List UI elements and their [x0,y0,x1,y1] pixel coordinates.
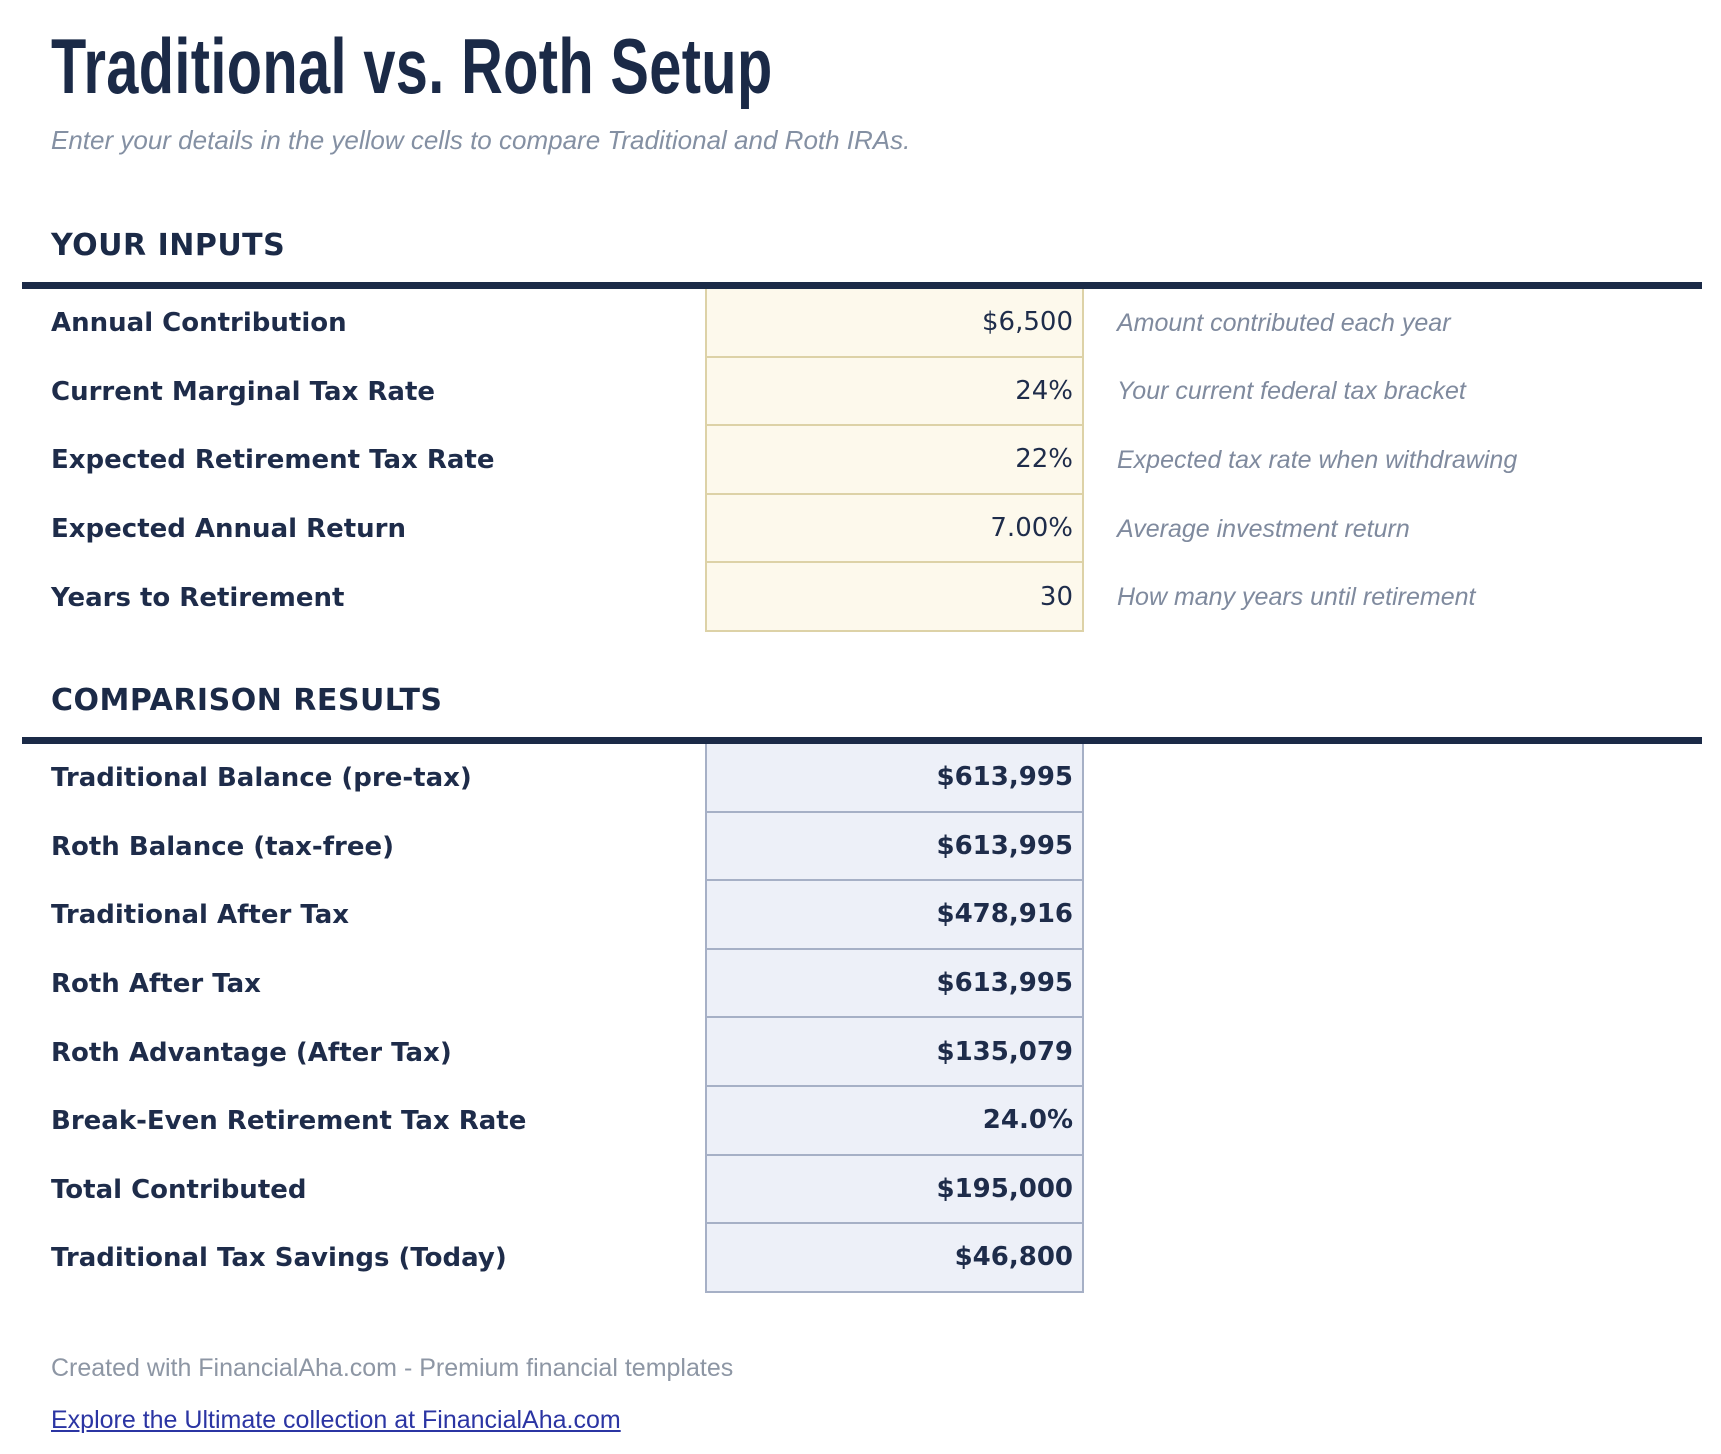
roth-after-tax-value: $613,995 [705,949,1084,1019]
result-label: Traditional Tax Savings (Today) [51,1243,507,1274]
expected-retirement-tax-rate-input[interactable]: 22% [705,426,1084,495]
results-table: Traditional Balance (pre-tax) $613,995 R… [0,744,1721,1293]
section-heading-your-inputs: YOUR INPUTS [51,228,286,263]
footer-credit: Created with FinancialAha.com - Premium … [51,1354,734,1382]
input-label: Years to Retirement [51,582,345,613]
result-label: Total Contributed [51,1174,307,1205]
input-label: Expected Retirement Tax Rate [51,445,495,476]
input-label: Expected Annual Return [51,514,406,545]
input-hint: Average investment return [1117,514,1410,543]
page-subtitle: Enter your details in the yellow cells t… [51,125,911,155]
input-hint: Your current federal tax bracket [1117,377,1466,406]
roth-advantage-value: $135,079 [705,1018,1084,1087]
section-heading-comparison-results: COMPARISON RESULTS [51,683,443,718]
result-row-roth-balance: Roth Balance (tax-free) $613,995 [0,812,1721,882]
result-row-traditional-balance: Traditional Balance (pre-tax) $613,995 [0,744,1721,813]
results-section-divider [22,737,1702,744]
expected-annual-return-input[interactable]: 7.00% [705,494,1084,564]
result-row-roth-advantage: Roth Advantage (After Tax) $135,079 [0,1018,1721,1087]
input-label: Annual Contribution [51,308,347,339]
input-row-expected-annual-return: Expected Annual Return 7.00% Average inv… [0,494,1721,564]
result-label: Break-Even Retirement Tax Rate [51,1106,527,1137]
traditional-after-tax-value: $478,916 [705,881,1084,950]
annual-contribution-input[interactable]: $6,500 [705,289,1084,358]
traditional-tax-savings-value: $46,800 [705,1224,1084,1293]
roth-balance-value: $613,995 [705,812,1084,882]
result-label: Traditional After Tax [51,900,350,931]
result-row-total-contributed: Total Contributed $195,000 [0,1155,1721,1225]
input-label: Current Marginal Tax Rate [51,376,436,407]
result-label: Roth Advantage (After Tax) [51,1037,452,1068]
current-marginal-tax-rate-input[interactable]: 24% [705,357,1084,427]
result-row-break-even-tax-rate: Break-Even Retirement Tax Rate 24.0% [0,1086,1721,1156]
input-row-current-marginal-tax-rate: Current Marginal Tax Rate 24% Your curre… [0,357,1721,427]
input-hint: Amount contributed each year [1117,308,1451,337]
traditional-balance-value: $613,995 [705,744,1084,813]
page-title: Traditional vs. Roth Setup [51,22,773,110]
inputs-table: Annual Contribution $6,500 Amount contri… [0,289,1721,632]
result-row-traditional-tax-savings: Traditional Tax Savings (Today) $46,800 [0,1224,1721,1293]
break-even-tax-rate-value: 24.0% [705,1086,1084,1156]
input-row-expected-retirement-tax-rate: Expected Retirement Tax Rate 22% Expecte… [0,426,1721,495]
years-to-retirement-input[interactable]: 30 [705,563,1084,632]
result-label: Roth Balance (tax-free) [51,831,395,862]
input-hint: How many years until retirement [1117,583,1476,612]
input-row-years-to-retirement: Years to Retirement 30 How many years un… [0,563,1721,632]
result-label: Roth After Tax [51,969,261,1000]
result-label: Traditional Balance (pre-tax) [51,763,472,794]
total-contributed-value: $195,000 [705,1155,1084,1225]
input-hint: Expected tax rate when withdrawing [1117,445,1518,474]
inputs-section-divider [22,282,1702,289]
result-row-roth-after-tax: Roth After Tax $613,995 [0,949,1721,1019]
input-row-annual-contribution: Annual Contribution $6,500 Amount contri… [0,289,1721,358]
result-row-traditional-after-tax: Traditional After Tax $478,916 [0,881,1721,950]
footer-link[interactable]: Explore the Ultimate collection at Finan… [51,1406,621,1434]
